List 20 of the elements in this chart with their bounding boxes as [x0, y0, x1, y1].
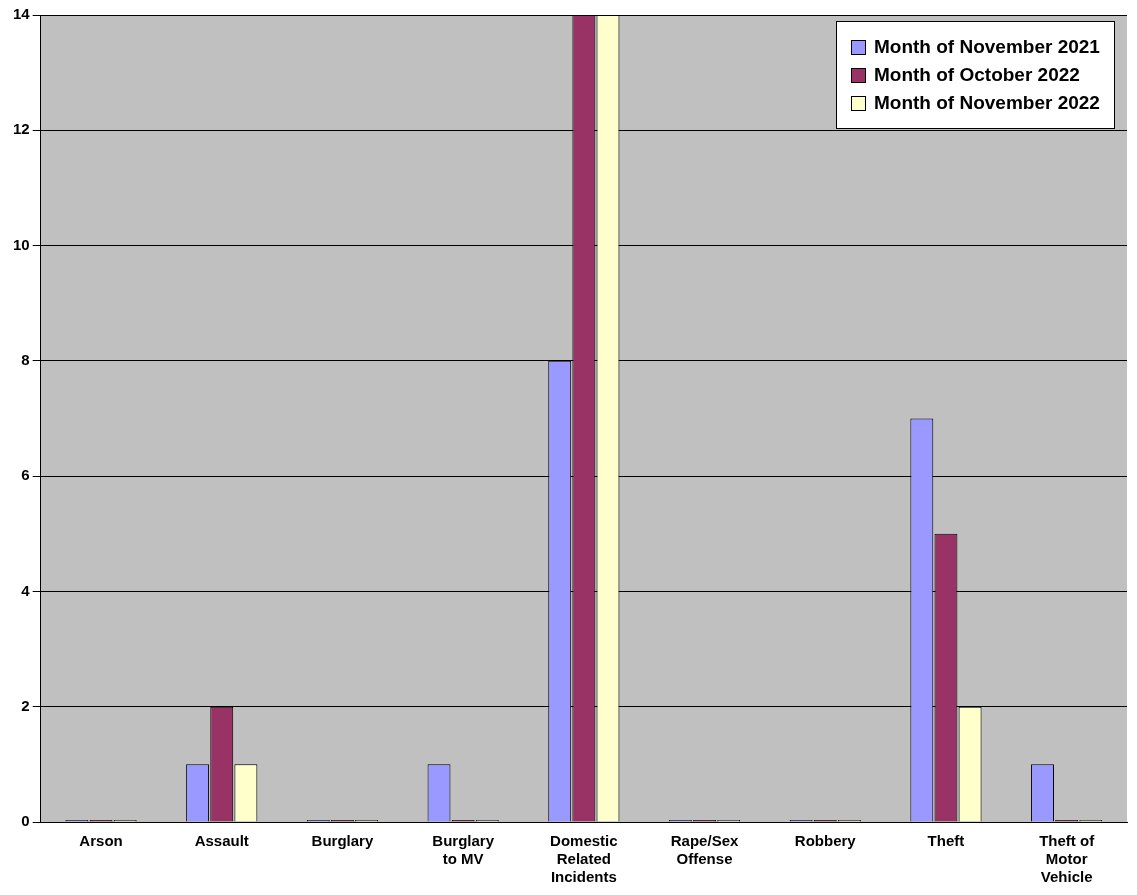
x-tick-label: Domestic Related Incidents — [550, 832, 618, 886]
x-tick-label: Burglary to MV — [432, 832, 495, 868]
x-tick-label: Arson — [79, 832, 123, 850]
y-tick-label: 10 — [13, 235, 30, 253]
x-tick-label: Burglary — [311, 832, 374, 850]
y-tick-label: 4 — [21, 581, 31, 599]
y-tick-label: 8 — [21, 351, 30, 368]
x-tick-label: Rape/Sex Offense — [670, 832, 739, 868]
y-tick-label: 0 — [21, 812, 30, 830]
legend-label: Month of November 2021 — [874, 36, 1100, 58]
y-tick-label: 12 — [13, 120, 30, 138]
x-tick-label: Assault — [194, 832, 249, 850]
x-tick-label: Theft of Motor Vehicle — [1039, 832, 1096, 886]
x-tick-label: Theft — [927, 832, 965, 850]
y-tick-label: 14 — [13, 5, 31, 23]
x-tick-label: Robbery — [794, 832, 857, 850]
legend-label: Month of November 2022 — [874, 92, 1100, 114]
y-tick-label: 2 — [21, 696, 30, 714]
legend-label: Month of October 2022 — [874, 64, 1080, 86]
y-tick-label: 6 — [21, 466, 30, 484]
